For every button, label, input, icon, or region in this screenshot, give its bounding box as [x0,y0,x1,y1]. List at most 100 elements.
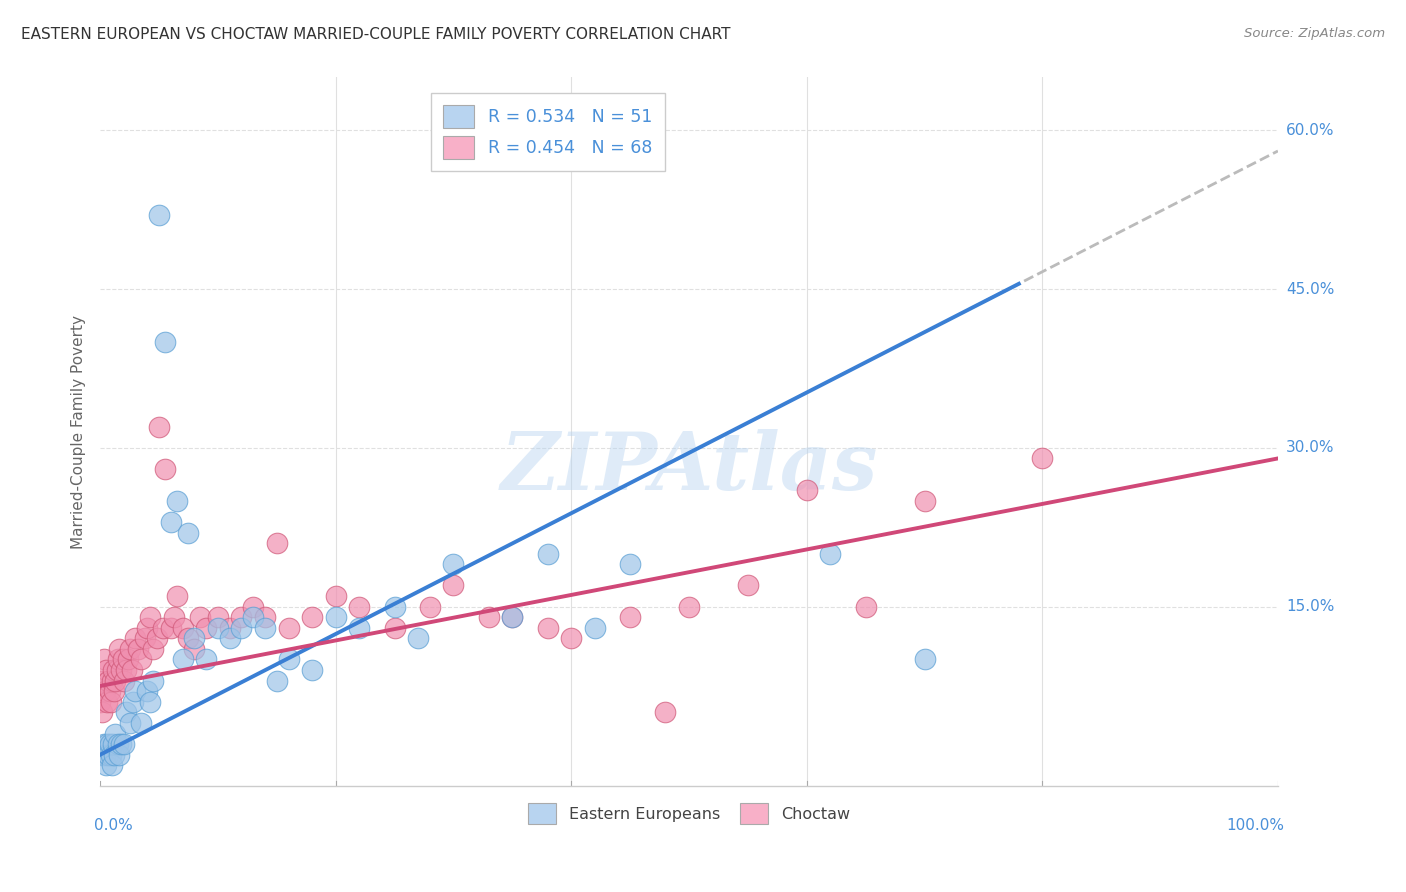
Point [94,758,117,772]
Point [419,599,441,614]
Point [138,610,160,624]
Point [678,599,700,614]
Point [101,663,124,677]
Point [112,673,135,688]
Point [104,726,127,740]
Point [183,641,205,656]
Point [105,663,128,677]
Point [537,547,560,561]
Point [855,599,877,614]
Point [583,621,606,635]
Point [138,695,160,709]
Point [406,632,429,646]
Point [619,558,641,572]
Point [325,589,347,603]
Point [384,621,406,635]
Point [100,695,122,709]
Point [97,747,120,762]
Point [98,737,121,751]
Point [560,632,582,646]
Point [103,684,125,698]
Point [277,652,299,666]
Point [207,621,229,635]
Point [91,706,114,720]
Point [443,578,465,592]
Point [134,632,156,646]
Point [242,599,264,614]
Point [145,632,167,646]
Point [131,652,153,666]
Point [103,747,125,762]
Point [737,578,759,592]
Point [183,632,205,646]
Point [107,652,129,666]
Point [301,663,323,677]
Point [1031,451,1053,466]
Point [110,663,132,677]
Point [89,695,111,709]
Point [159,515,181,529]
Point [537,621,560,635]
Text: 0.0%: 0.0% [94,818,134,833]
Point [914,652,936,666]
Point [148,208,170,222]
Text: EASTERN EUROPEAN VS CHOCTAW MARRIED-COUPLE FAMILY POVERTY CORRELATION CHART: EASTERN EUROPEAN VS CHOCTAW MARRIED-COUP… [21,27,731,42]
Point [124,632,146,646]
Point [90,673,112,688]
Point [153,334,176,349]
Point [118,716,141,731]
Point [101,673,124,688]
Point [349,599,371,614]
Point [253,621,276,635]
Point [349,621,371,635]
Point [501,610,523,624]
Point [166,493,188,508]
Point [131,716,153,731]
Point [127,641,149,656]
Point [172,621,194,635]
Point [242,610,264,624]
Point [443,558,465,572]
Point [136,621,159,635]
Point [172,652,194,666]
Point [101,737,124,751]
Point [94,663,117,677]
Point [142,673,165,688]
Point [325,610,347,624]
Point [218,621,240,635]
Point [107,737,129,751]
Point [654,706,676,720]
Point [136,684,159,698]
Point [93,652,115,666]
Y-axis label: Married-Couple Family Poverty: Married-Couple Family Poverty [72,315,86,549]
Point [188,610,211,624]
Point [914,493,936,508]
Point [166,589,188,603]
Text: 60.0%: 60.0% [1286,123,1334,138]
Point [108,747,131,762]
Point [231,621,253,635]
Point [207,610,229,624]
Point [91,747,114,762]
Point [159,621,181,635]
Point [100,747,122,762]
Text: 45.0%: 45.0% [1286,282,1334,297]
Point [118,641,141,656]
Point [152,621,174,635]
Point [142,641,165,656]
Text: 30.0%: 30.0% [1286,441,1334,455]
Point [98,684,121,698]
Point [111,652,134,666]
Point [94,684,117,698]
Point [619,610,641,624]
Point [115,663,138,677]
Point [195,652,218,666]
Point [301,610,323,624]
Point [96,695,118,709]
Point [101,758,124,772]
Legend: Eastern Europeans, Choctaw: Eastern Europeans, Choctaw [520,795,858,831]
Point [122,695,145,709]
Point [94,747,117,762]
Point [266,673,288,688]
Point [110,737,132,751]
